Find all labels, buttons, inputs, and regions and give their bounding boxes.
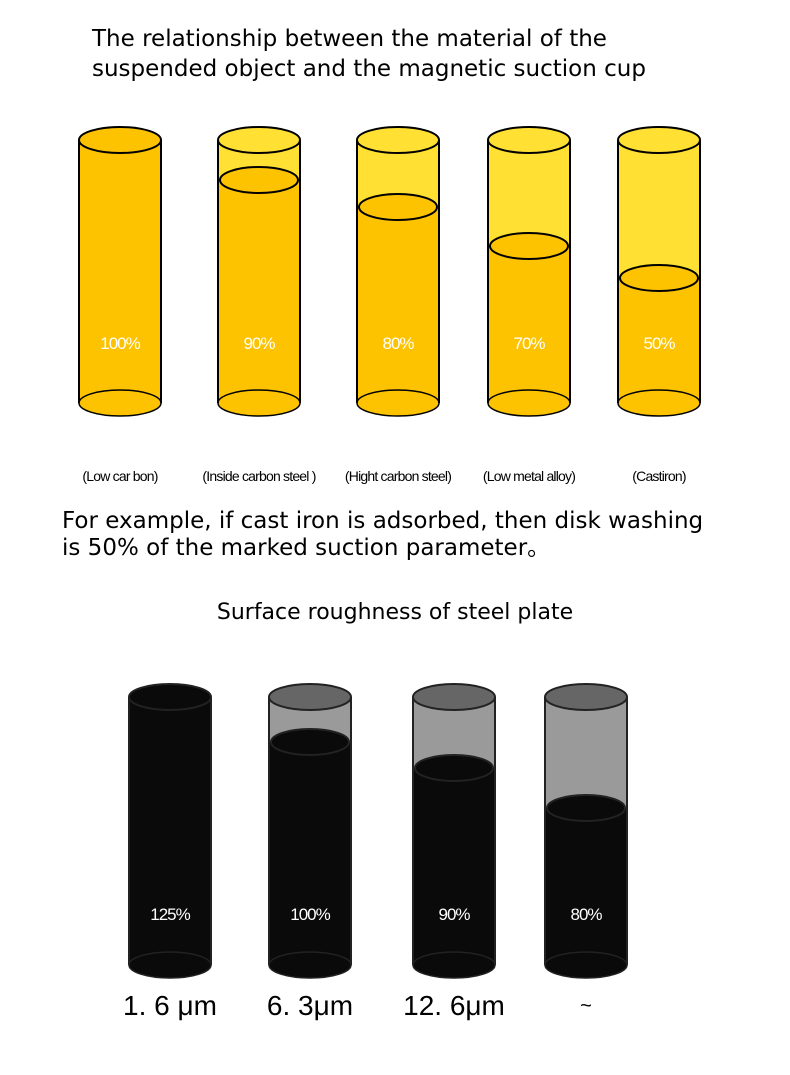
roughness-cylinder-bottom [268, 951, 352, 979]
material-value-label: 50% [643, 334, 675, 353]
roughness-cylinder-bottom [128, 951, 212, 979]
roughness-value-label: 125% [150, 905, 190, 924]
roughness-value-label: 100% [290, 905, 330, 924]
material-cylinder-bottom [356, 389, 440, 417]
roughness-value-label: 80% [570, 905, 602, 924]
example-line-1: For example, if cast iron is adsorbed, t… [62, 508, 704, 534]
example-text: For example, if cast iron is adsorbed, t… [62, 508, 703, 562]
roughness-value-label: 90% [438, 905, 470, 924]
roughness-cylinder-top [128, 683, 212, 711]
material-cylinder-fill [618, 278, 700, 403]
roughness-cylinder-bottom [412, 951, 496, 979]
material-value-label: 100% [100, 334, 140, 353]
roughness-cylinder-fill [413, 768, 495, 965]
title: The relationship between the material of… [92, 24, 646, 84]
roughness-fill-level [414, 754, 494, 782]
material-cylinder-top [217, 126, 301, 154]
material-cylinder-top [617, 126, 701, 154]
roughness-title: Surface roughness of steel plate [216, 600, 574, 625]
roughness-cylinder-fill [269, 742, 351, 965]
roughness-cylinder-top [268, 683, 352, 711]
material-label: (Inside carbon steel ) [202, 468, 316, 484]
material-fill-level [619, 264, 699, 292]
material-label: (Hight carbon steel) [344, 468, 452, 484]
material-value-label: 90% [243, 334, 275, 353]
material-label: (Low metal alloy) [482, 468, 576, 484]
material-label: (Castiron) [632, 468, 686, 484]
roughness-cylinder-fill [545, 808, 627, 965]
material-cylinder-top [78, 126, 162, 154]
material-cylinder-bottom [617, 389, 701, 417]
material-cylinder-fill [357, 207, 439, 403]
material-label: (Low car bon) [82, 468, 158, 484]
material-value-label: 80% [382, 334, 414, 353]
roughness-label: ~ [580, 995, 592, 1017]
material-fill-level [489, 232, 569, 260]
title-line-1: The relationship between the material of… [92, 26, 607, 52]
material-value-label: 70% [513, 334, 545, 353]
material-cylinder-bottom [78, 389, 162, 417]
roughness-label: 1. 6 μm [123, 990, 217, 1021]
material-cylinder-top [487, 126, 571, 154]
roughness-fill-level [270, 728, 350, 756]
material-cylinder-fill [79, 140, 161, 403]
roughness-cylinder-bottom [544, 951, 628, 979]
material-fill-level [358, 193, 438, 221]
roughness-label: 6. 3μm [266, 990, 354, 1021]
material-cylinder-bottom [487, 389, 571, 417]
material-fill-level [219, 166, 299, 194]
material-cylinder-fill [488, 246, 570, 403]
roughness-cylinder-fill [129, 697, 211, 965]
roughness-label: 12. 6μm [403, 990, 505, 1021]
material-cylinder-bottom [217, 389, 301, 417]
roughness-cylinder-top [412, 683, 496, 711]
material-cylinder-top [356, 126, 440, 154]
title-line-2: suspended object and the magnetic suctio… [92, 56, 646, 82]
example-line-2: is 50% of the marked suction parameter。 [62, 535, 551, 561]
roughness-cylinder-top [544, 683, 628, 711]
material-cylinder-fill [218, 180, 300, 403]
roughness-fill-level [546, 794, 626, 822]
